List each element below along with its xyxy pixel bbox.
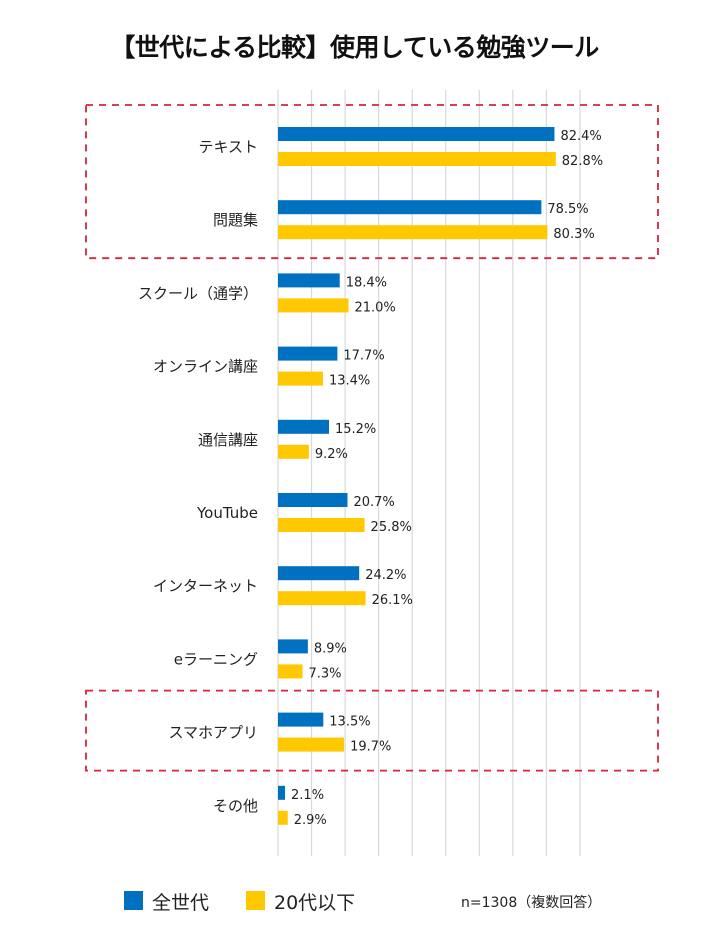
- value-label: 9.2%: [315, 447, 348, 462]
- category-label: テキスト: [198, 138, 258, 156]
- value-label: 2.1%: [291, 788, 324, 803]
- bar-20s-and-under: [278, 298, 349, 313]
- value-label: 78.5%: [547, 202, 588, 217]
- value-label: 25.8%: [371, 520, 412, 535]
- highlight-box: [85, 689, 659, 772]
- bars: [278, 127, 556, 825]
- value-label: 18.4%: [346, 275, 387, 290]
- bar-all-generations: [278, 566, 360, 581]
- value-label: 21.0%: [354, 300, 395, 315]
- category-label: eラーニング: [174, 650, 258, 668]
- bar-all-generations: [278, 200, 542, 215]
- legend: 全世代 20代以下 n=1308（複数回答）: [0, 888, 709, 918]
- legend-swatch-all-generations: [124, 891, 143, 910]
- category-label: スクール（通学）: [138, 284, 258, 302]
- category-label: インターネット: [153, 577, 258, 595]
- bar-20s-and-under: [278, 591, 366, 606]
- legend-swatch-20s-and-under: [246, 891, 265, 910]
- value-label: 20.7%: [353, 495, 394, 510]
- category-label: オンライン講座: [153, 358, 258, 376]
- value-label: 17.7%: [343, 349, 384, 364]
- highlight-boxes: [85, 104, 659, 772]
- value-labels: 82.4% 82.8% 78.5% 80.3% 18.4% 21.0% 17.7% 13.4%…: [291, 129, 603, 828]
- bar-20s-and-under: [278, 737, 345, 752]
- bar-20s-and-under: [278, 810, 288, 825]
- bar-all-generations: [278, 419, 329, 434]
- bar-all-generations: [278, 639, 308, 654]
- bar-all-generations: [278, 346, 338, 361]
- bar-all-generations: [278, 273, 340, 288]
- bar-all-generations: [278, 127, 555, 141]
- value-label: 7.3%: [308, 666, 341, 681]
- highlight-box: [85, 104, 659, 260]
- category-label: 通信講座: [198, 431, 258, 449]
- legend-label-all-generations: 全世代: [152, 892, 210, 914]
- sample-size-note: n=1308（複数回答）: [461, 895, 602, 911]
- category-label: 問題集: [213, 211, 258, 229]
- category-label: YouTube: [196, 504, 258, 522]
- value-label: 13.4%: [329, 374, 370, 389]
- value-label: 19.7%: [350, 740, 391, 755]
- category-label: その他: [213, 797, 258, 815]
- value-label: 24.2%: [365, 568, 406, 583]
- value-label: 26.1%: [372, 593, 413, 608]
- bar-20s-and-under: [278, 444, 309, 459]
- bar-20s-and-under: [278, 371, 323, 386]
- bar-20s-and-under: [278, 225, 548, 240]
- value-label: 82.4%: [560, 129, 601, 144]
- legend-label-20s-and-under: 20代以下: [274, 892, 356, 914]
- chart-title: 【世代による比較】使用している勉強ツール: [110, 33, 599, 62]
- value-label: 13.5%: [329, 715, 370, 730]
- bar-all-generations: [278, 493, 348, 507]
- bar-all-generations: [278, 785, 286, 800]
- bar-all-generations: [278, 712, 324, 727]
- value-label: 80.3%: [553, 227, 594, 242]
- value-label: 82.8%: [562, 154, 603, 169]
- value-label: 15.2%: [335, 422, 376, 437]
- gridlines: [277, 90, 581, 856]
- bar-20s-and-under: [278, 518, 365, 532]
- value-label: 8.9%: [314, 641, 347, 656]
- bar-20s-and-under: [278, 152, 556, 166]
- category-label: スマホアプリ: [168, 724, 258, 742]
- bar-20s-and-under: [278, 664, 303, 679]
- value-label: 2.9%: [294, 813, 327, 828]
